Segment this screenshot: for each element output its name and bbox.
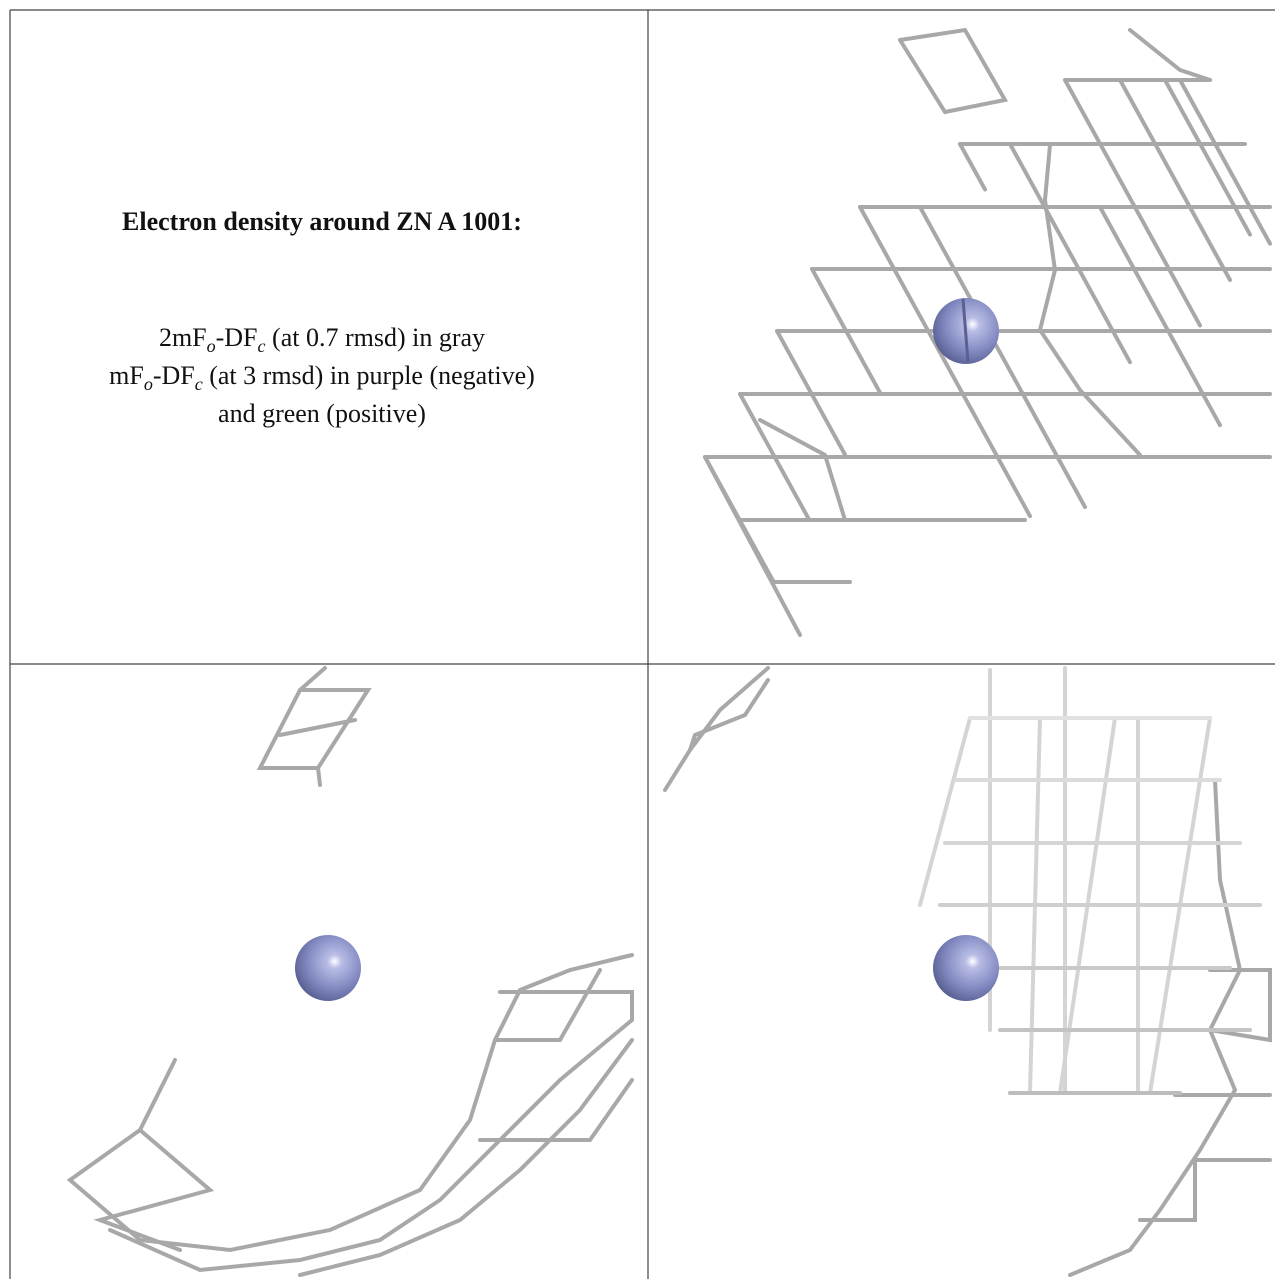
mesh-piece (898, 27, 1009, 115)
text: mF (109, 361, 144, 390)
zinc-atom (933, 935, 999, 1001)
mesh-piece (278, 718, 357, 737)
subscript: c (258, 336, 266, 356)
text: -DF (153, 361, 195, 390)
text: -DF (216, 323, 258, 352)
text: (at 0.7 rmsd) in gray (266, 323, 486, 352)
density-mesh (66, 666, 634, 1277)
legend-line: 2mFo-DFc (at 0.7 rmsd) in gray (159, 323, 485, 356)
legend-title: Electron density around ZN A 1001: (122, 207, 522, 236)
text: (at 3 rmsd) in purple (negative) (203, 361, 535, 390)
mesh-piece (1068, 778, 1243, 1277)
mesh-line (958, 142, 987, 192)
mesh-piece (1128, 28, 1212, 82)
subscript: o (144, 374, 153, 394)
mesh-piece (1037, 143, 1142, 457)
mesh-piece (66, 953, 634, 1253)
mesh-line (918, 716, 972, 907)
mesh-piece (1208, 968, 1272, 1043)
subscript: o (207, 336, 216, 356)
mesh-piece (298, 1038, 634, 1277)
mesh-line (858, 205, 1032, 519)
mesh-line (1063, 78, 1202, 328)
mesh-piece (688, 678, 770, 752)
mesh-piece (1138, 1158, 1272, 1222)
zinc-atom (295, 935, 361, 1001)
mesh-piece (663, 666, 770, 792)
text: 2mF (159, 323, 207, 352)
mesh-piece (758, 418, 847, 522)
mesh-line (1163, 78, 1252, 237)
subscript: c (195, 374, 203, 394)
mesh-line (1008, 142, 1132, 365)
mesh-piece (93, 1128, 215, 1252)
legend-line: mFo-DFc (at 3 rmsd) in purple (negative) (109, 361, 535, 394)
density-mesh (918, 666, 1262, 1095)
mesh-line (1178, 78, 1272, 246)
legend-line: and green (positive) (218, 399, 426, 428)
mesh-piece (478, 1078, 634, 1142)
density-mesh (663, 666, 1272, 1277)
mesh-piece (493, 968, 602, 1042)
mesh-piece (703, 455, 802, 637)
mesh-line (1098, 205, 1222, 428)
mesh-piece (256, 666, 372, 770)
density-mesh (703, 27, 1272, 637)
mesh-piece (108, 990, 634, 1273)
mesh-piece (316, 766, 322, 787)
mesh-piece (961, 298, 970, 363)
mesh-line (1118, 78, 1232, 282)
frame (9, 9, 1275, 1279)
